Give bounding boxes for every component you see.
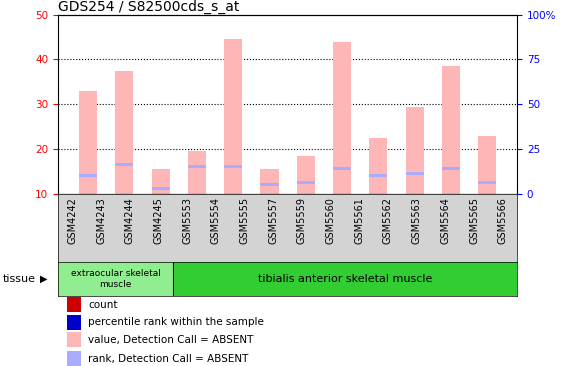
Bar [333, 41, 351, 194]
Text: GSM5559: GSM5559 [297, 197, 307, 244]
Bar [58, 262, 173, 296]
Text: GSM4245: GSM4245 [153, 197, 163, 244]
Bar [442, 167, 460, 170]
FancyBboxPatch shape [67, 297, 81, 313]
Bar [224, 39, 242, 194]
Bar [297, 156, 315, 194]
FancyBboxPatch shape [67, 332, 81, 347]
FancyBboxPatch shape [67, 314, 81, 330]
Bar [297, 180, 315, 184]
Text: value, Detection Call = ABSENT: value, Detection Call = ABSENT [88, 335, 253, 344]
Bar [79, 91, 97, 194]
Bar [406, 172, 424, 175]
Text: GSM5565: GSM5565 [469, 197, 479, 244]
Bar [406, 107, 424, 194]
Bar [370, 138, 388, 194]
Bar [478, 180, 496, 184]
Bar [224, 165, 242, 168]
Text: GSM5553: GSM5553 [182, 197, 192, 244]
Text: ▶: ▶ [40, 274, 47, 284]
Text: count: count [88, 300, 117, 310]
Text: GSM4242: GSM4242 [67, 197, 77, 244]
Text: GSM4243: GSM4243 [96, 197, 106, 244]
Text: GSM5562: GSM5562 [383, 197, 393, 244]
Text: rank, Detection Call = ABSENT: rank, Detection Call = ABSENT [88, 354, 248, 364]
Text: extraocular skeletal
muscle: extraocular skeletal muscle [70, 269, 160, 289]
Bar [115, 163, 134, 166]
Bar [260, 183, 278, 186]
Bar [188, 165, 206, 168]
Text: GSM5557: GSM5557 [268, 197, 278, 244]
Text: percentile rank within the sample: percentile rank within the sample [88, 317, 264, 327]
Text: tibialis anterior skeletal muscle: tibialis anterior skeletal muscle [258, 274, 432, 284]
Bar [478, 136, 496, 194]
Bar [152, 169, 170, 194]
Text: GSM5561: GSM5561 [354, 197, 364, 244]
Text: GSM5560: GSM5560 [325, 197, 336, 244]
Text: GSM5563: GSM5563 [412, 197, 422, 244]
Bar [152, 187, 170, 190]
FancyBboxPatch shape [67, 351, 81, 366]
Text: GSM4244: GSM4244 [125, 197, 135, 244]
Text: GSM5555: GSM5555 [239, 197, 250, 244]
Text: GDS254 / S82500cds_s_at: GDS254 / S82500cds_s_at [58, 0, 239, 14]
Bar [370, 174, 388, 177]
Bar [115, 71, 134, 194]
Text: tissue: tissue [3, 274, 36, 284]
Bar [333, 167, 351, 170]
Text: GSM5566: GSM5566 [498, 197, 508, 244]
Bar [79, 174, 97, 177]
Bar [188, 152, 206, 194]
Text: GSM5564: GSM5564 [440, 197, 450, 244]
Bar [260, 169, 278, 194]
Text: GSM5554: GSM5554 [211, 197, 221, 244]
Bar [442, 66, 460, 194]
